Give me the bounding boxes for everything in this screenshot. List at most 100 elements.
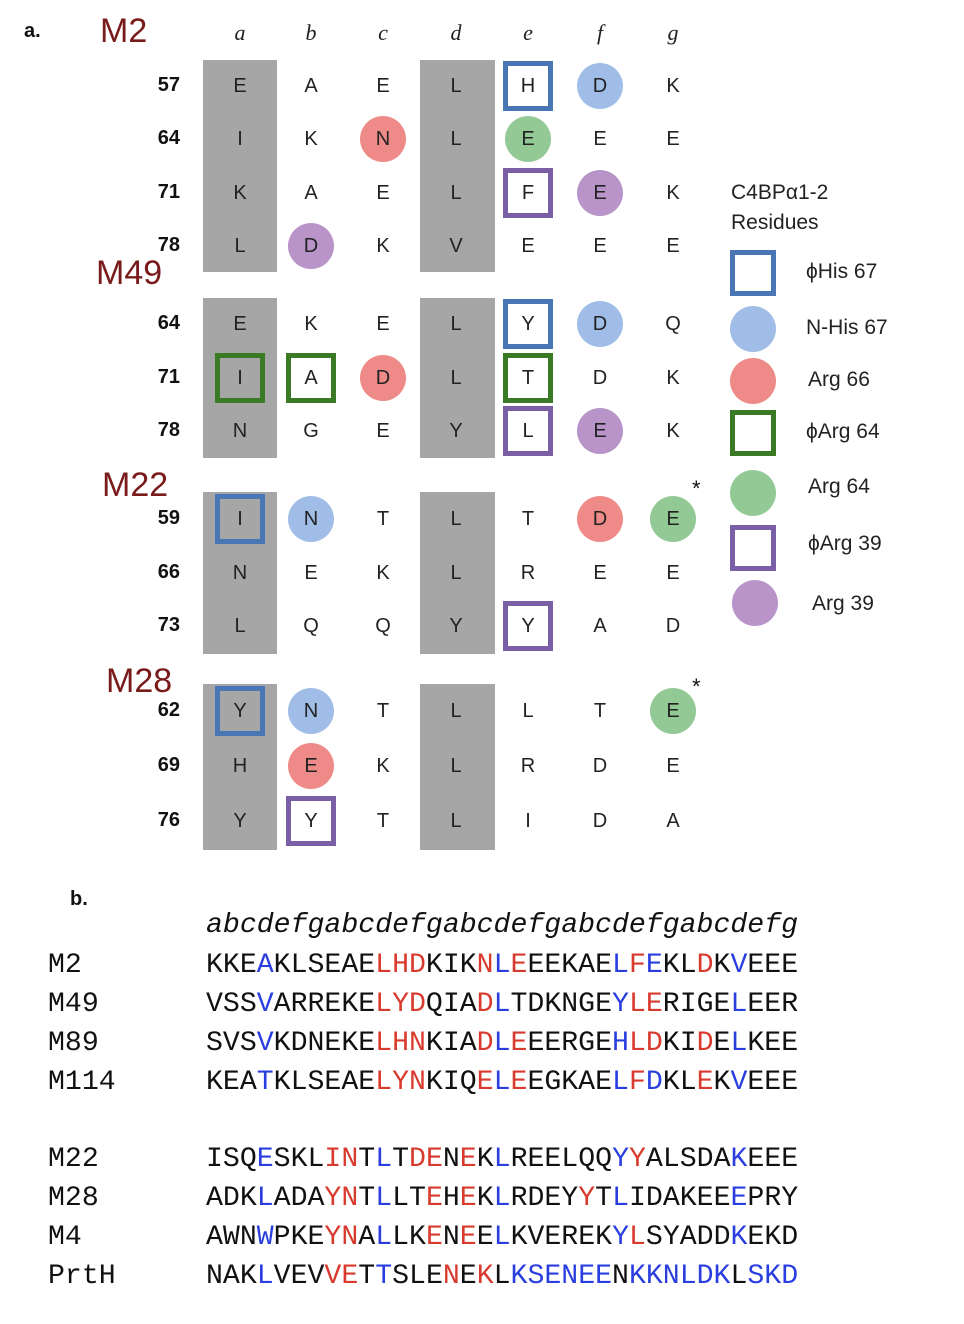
residue-m22-73-e: Y xyxy=(521,615,535,637)
residue-m22-73-b: Q xyxy=(303,615,319,637)
residue-circle-m2-78-b xyxy=(288,223,334,269)
residue-m49-64-e: Y xyxy=(521,313,535,335)
residue-m28-69-b: E xyxy=(304,755,318,777)
group-name-m49: M49 xyxy=(96,254,163,292)
residue-circle-m2-57-f xyxy=(577,63,623,109)
residue-m49-64-g: Q xyxy=(665,313,681,335)
legend-label-phi-his67: ϕHis 67 xyxy=(806,260,878,283)
residue-box-m49-71-a xyxy=(215,353,265,403)
legend-label-arg66: Arg 66 xyxy=(808,368,870,391)
residue-m2-64-d: L xyxy=(450,128,462,150)
sequence-m89: SVSVKDNEKELHNKIADLEEERGEHLDKIDELKEE xyxy=(206,1028,799,1059)
residue-m28-62-e: L xyxy=(522,700,534,722)
residue-circle-m22-59-g xyxy=(650,496,696,542)
col-header-c: c xyxy=(378,20,388,45)
heptad-d-shading-m28 xyxy=(420,684,495,850)
residue-m22-73-c: Q xyxy=(375,615,391,637)
residue-m28-76-c: T xyxy=(376,810,390,832)
residue-m22-66-e: R xyxy=(520,562,536,584)
asterisk-m28: * xyxy=(692,674,701,699)
residue-box-m49-64-e xyxy=(503,299,553,349)
residue-m22-59-e: T xyxy=(521,508,535,530)
residue-m2-71-c: E xyxy=(376,182,390,204)
residue-m2-64-f: E xyxy=(593,128,607,150)
sequence-name-m4: M4 xyxy=(48,1222,82,1253)
residue-m2-78-c: K xyxy=(376,235,390,257)
residue-m22-73-f: A xyxy=(593,615,607,637)
row-number-m28-62: 62 xyxy=(157,699,180,721)
sequence-name-prth: PrtH xyxy=(48,1261,116,1292)
residue-m22-66-a: N xyxy=(232,562,248,584)
sequence-m114: KEATKLSEAELYNKIQELEEGKAELFDKLEKVEEE xyxy=(206,1067,799,1098)
heptad-a-shading-m2 xyxy=(203,60,277,272)
col-header-e: e xyxy=(523,20,533,45)
legend-arg66-circle-icon xyxy=(730,358,776,404)
residue-m49-71-a: I xyxy=(237,367,243,389)
residue-m28-62-b: N xyxy=(303,700,319,722)
residue-m49-71-g: K xyxy=(666,367,680,389)
sequence-m49: VSSVARREKELYDQIADLTDKNGEYLERIGELEER xyxy=(206,989,799,1020)
residue-m28-69-f: D xyxy=(592,755,608,777)
residue-circle-m22-59-f xyxy=(577,496,623,542)
col-header-a: a xyxy=(234,20,246,45)
residue-m22-59-c: T xyxy=(376,508,390,530)
residue-circle-m49-78-f xyxy=(577,408,623,454)
legend-label-phi-arg64: ϕArg 64 xyxy=(806,420,880,443)
legend-phi-arg64-square-icon xyxy=(730,410,776,456)
residue-box-m28-62-a xyxy=(215,686,265,736)
residue-m28-69-e: R xyxy=(520,755,536,777)
residue-m2-64-c: N xyxy=(375,128,391,150)
residue-m49-78-e: L xyxy=(522,420,534,442)
residue-circle-m2-64-e xyxy=(505,116,551,162)
residue-m2-78-g: E xyxy=(666,235,680,257)
residue-m28-76-b: Y xyxy=(304,810,318,832)
residue-m22-73-g: D xyxy=(665,615,681,637)
residue-m49-71-c: D xyxy=(375,367,391,389)
residue-m2-57-b: A xyxy=(304,75,318,97)
residue-m22-66-b: E xyxy=(304,562,318,584)
residue-m22-59-g: E xyxy=(666,508,680,530)
residue-m2-71-b: A xyxy=(304,182,318,204)
residue-m2-71-f: E xyxy=(593,182,607,204)
sequence-prth: NAKLVEVVETTSLENEKLKSENEENKKNLDKLSKD xyxy=(206,1261,799,1292)
row-number-m22-59: 59 xyxy=(157,507,180,529)
sequence-name-m22: M22 xyxy=(48,1144,99,1175)
residue-m22-66-g: E xyxy=(666,562,680,584)
residue-m49-78-c: E xyxy=(376,420,390,442)
heptad-d-shading-m49 xyxy=(420,298,495,458)
sequence-m28: ADKLADAYNTLLTEHEKLRDEYYTLIDAKEEEPRY xyxy=(206,1183,799,1214)
col-header-g: g xyxy=(667,20,679,45)
panel-b-label: b. xyxy=(70,888,88,910)
sequence-m2: KKEAKLSEAELHDKIKNLEEEKAELFEKLDKVEEE xyxy=(206,950,799,981)
residue-m2-57-e: H xyxy=(520,75,536,97)
row-number-m2-64: 64 xyxy=(157,127,180,149)
legend-n-his67-circle-icon xyxy=(730,306,776,352)
legend-label-phi-arg39: ϕArg 39 xyxy=(808,532,882,555)
residue-box-m49-71-b xyxy=(286,353,336,403)
residue-m28-62-a: Y xyxy=(233,700,247,722)
residue-m28-76-g: A xyxy=(666,810,680,832)
residue-circle-m28-69-b xyxy=(288,743,334,789)
residue-box-m22-59-a xyxy=(215,494,265,544)
residue-circle-m2-71-f xyxy=(577,170,623,216)
sequence-m22: ISQESKLINTLTDENEKLREELQQYYALSDAKEEE xyxy=(206,1144,799,1175)
heptad-d-shading-m22 xyxy=(420,492,495,654)
residue-m49-71-b: A xyxy=(304,367,318,389)
legend-arg64-circle-icon xyxy=(730,470,776,516)
row-number-m2-78: 78 xyxy=(157,234,180,256)
panel-a-label: a. xyxy=(24,20,41,42)
row-number-m49-64: 64 xyxy=(157,312,180,334)
sequence-name-m89: M89 xyxy=(48,1028,99,1059)
residue-m22-59-d: L xyxy=(450,508,462,530)
residue-m22-73-d: Y xyxy=(449,615,463,637)
residue-m2-64-a: I xyxy=(237,128,243,150)
row-number-m49-78: 78 xyxy=(157,419,180,441)
residue-circle-m28-62-b xyxy=(288,688,334,734)
residue-circle-m22-59-b xyxy=(288,496,334,542)
residue-m28-69-a: H xyxy=(232,755,248,777)
legend-label-arg64: Arg 64 xyxy=(808,475,870,498)
residue-circle-m28-62-g xyxy=(650,688,696,734)
row-number-m28-76: 76 xyxy=(157,809,180,831)
residue-m2-64-g: E xyxy=(666,128,680,150)
row-number-m22-66: 66 xyxy=(157,561,180,583)
